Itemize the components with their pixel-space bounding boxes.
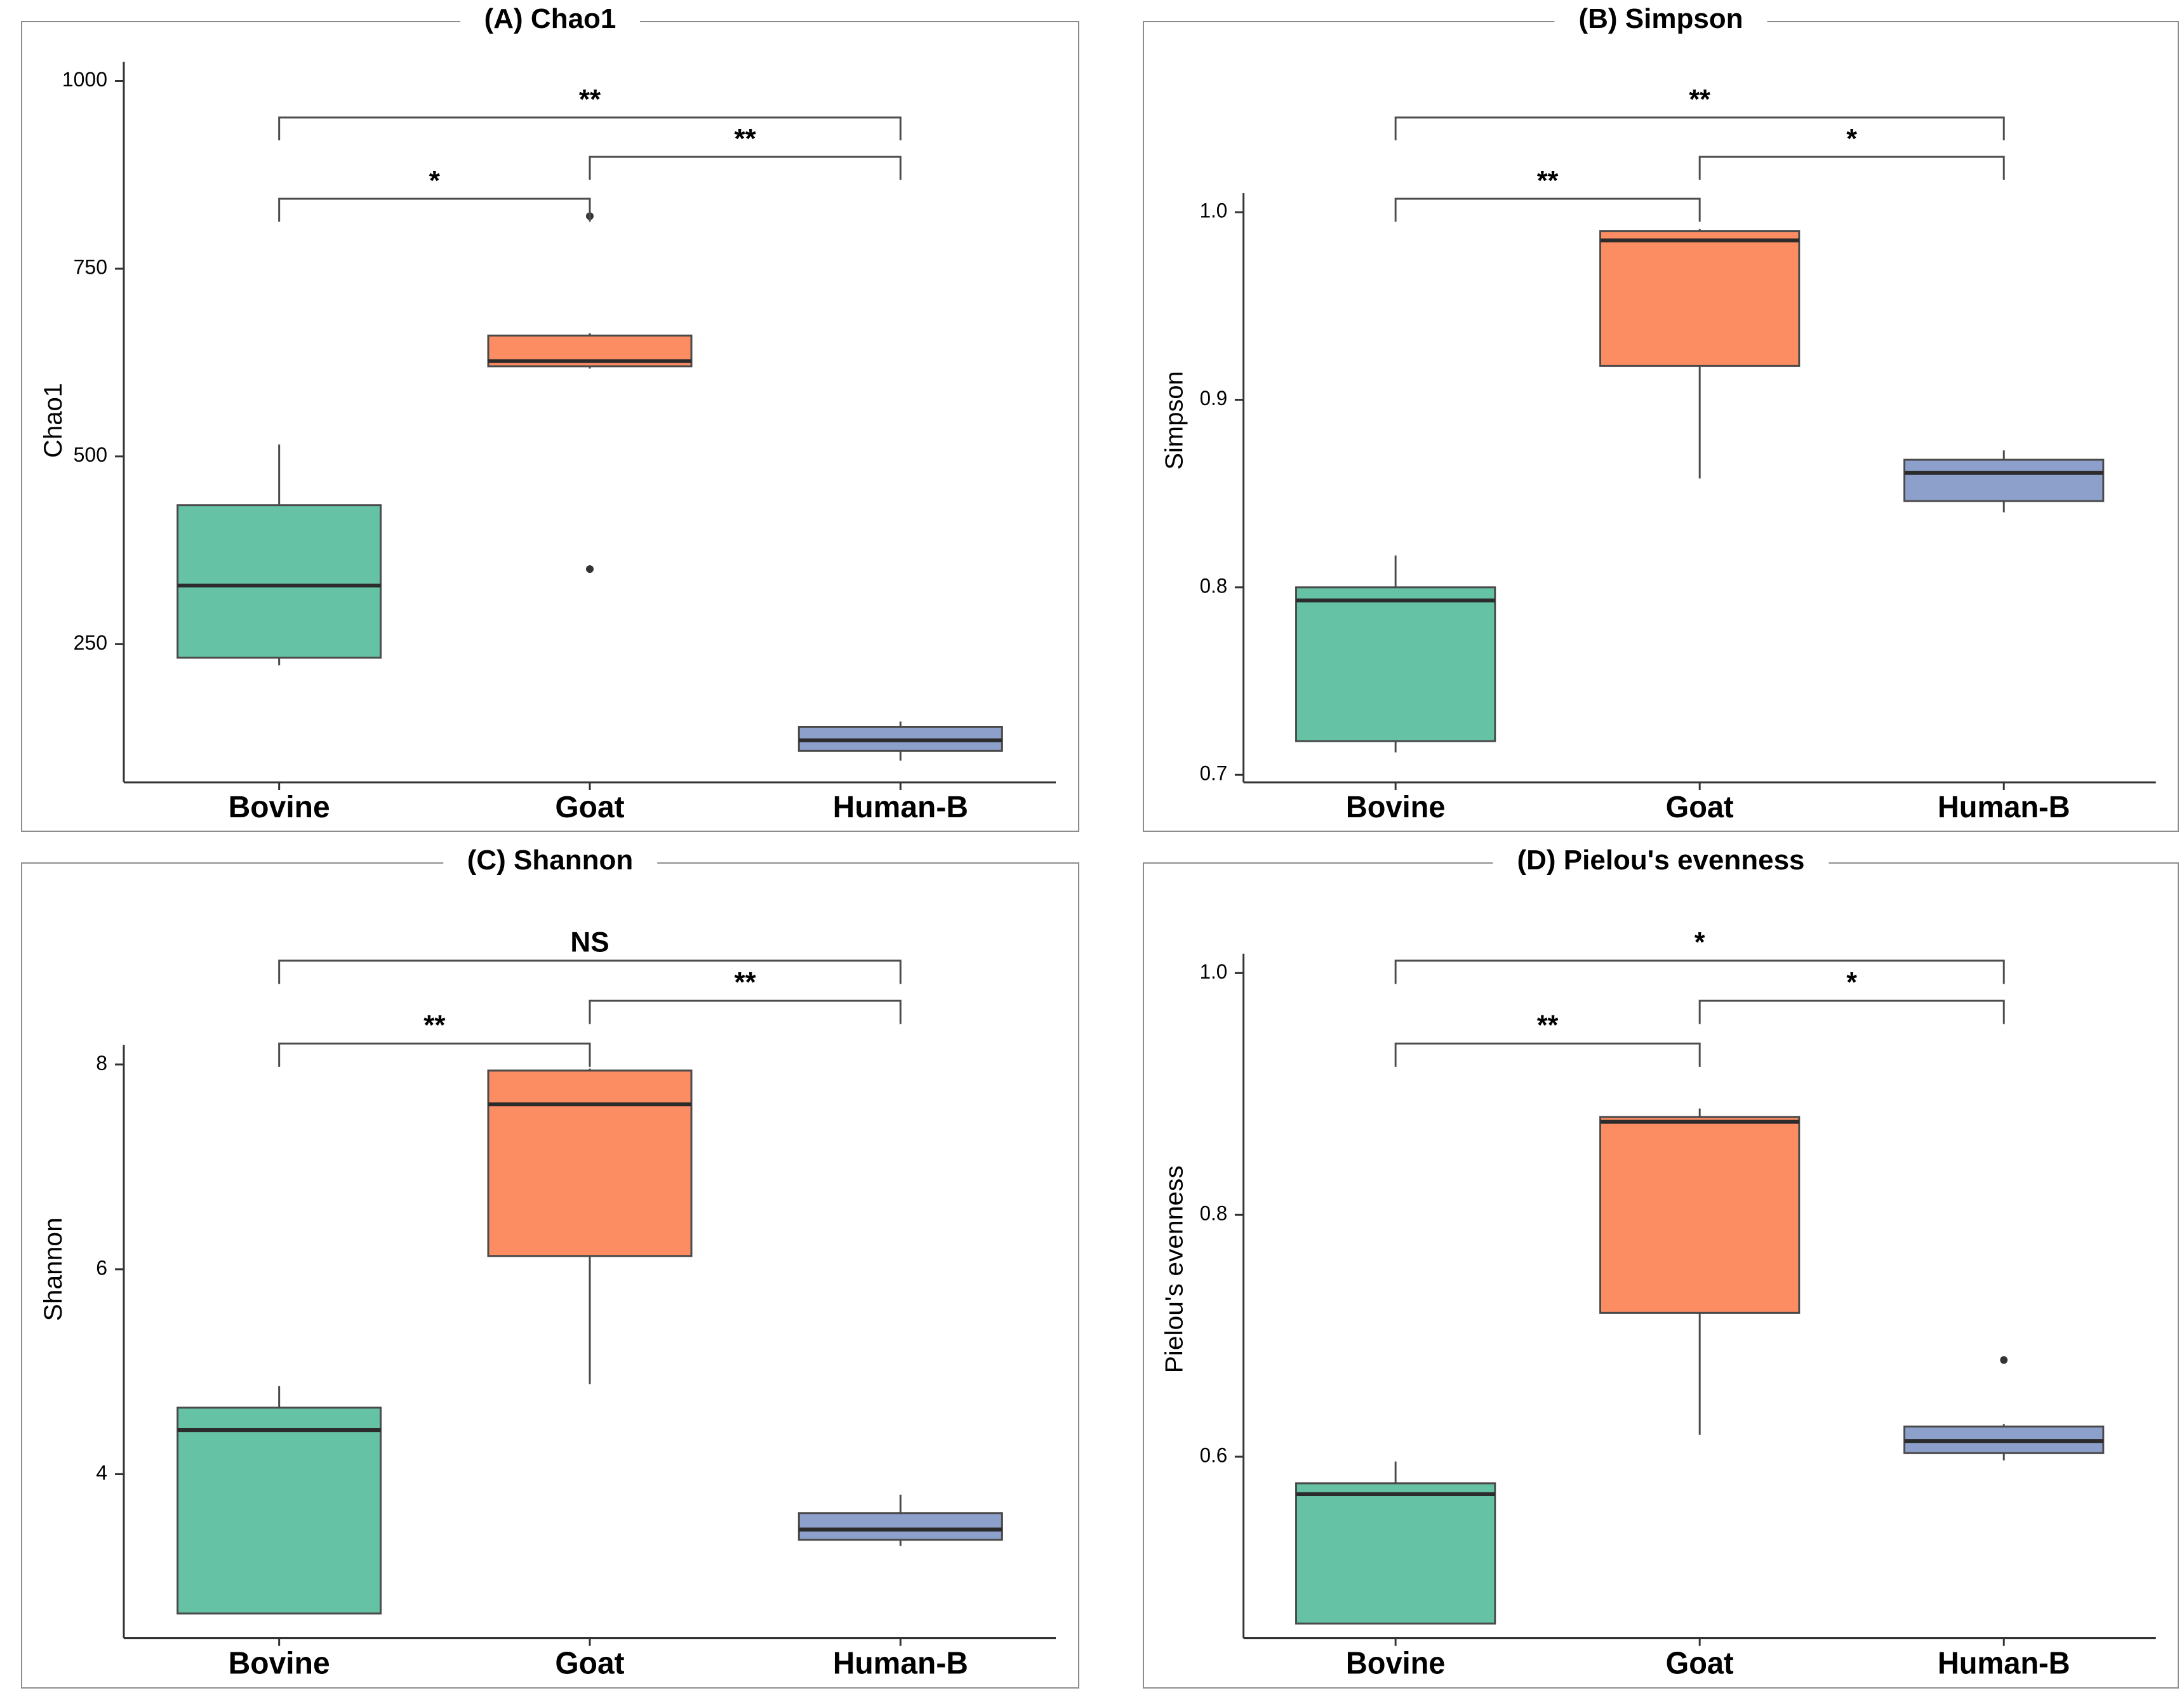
box-goat xyxy=(1599,230,1801,367)
y-axis-label: Chao1 xyxy=(39,383,67,458)
boxplot-shannon: 4 6 8 Shannon Bovine Goat Human-B NS ** ** xyxy=(38,927,1056,1681)
box-bovine xyxy=(1295,1482,1496,1625)
y-tick-label: 6 xyxy=(96,1256,107,1279)
x-category-label: Human-B xyxy=(1938,791,2070,825)
y-tick-label: 0.8 xyxy=(1200,1201,1228,1225)
y-tick-label: 4 xyxy=(96,1461,107,1484)
panel-title-pielou-evenness: (D) Pielou's evenness xyxy=(1493,845,1829,876)
outlier-dot xyxy=(586,565,594,573)
x-category-label: Human-B xyxy=(833,791,968,824)
significance-label: ** xyxy=(579,84,601,115)
y-tick-label: 750 xyxy=(74,256,107,279)
significance-label: ** xyxy=(1537,1009,1559,1041)
box-bovine xyxy=(176,1407,382,1615)
significance-label: * xyxy=(1846,967,1858,998)
significance-bracket xyxy=(589,1000,902,1024)
x-category-label: Bovine xyxy=(1346,1647,1446,1681)
significance-bracket xyxy=(278,116,902,140)
y-tick-label: 8 xyxy=(96,1052,107,1074)
y-tick-label: 500 xyxy=(74,443,107,466)
x-category-label: Bovine xyxy=(1346,791,1446,825)
panel-title-shannon: (C) Shannon xyxy=(443,845,658,876)
significance-bracket xyxy=(1394,197,1701,222)
boxplot-pielou-evenness: 0.6 0.8 1.0 Pielou's evenness Bovine Goat Huma… xyxy=(1161,927,2156,1681)
significance-label: ** xyxy=(735,123,757,154)
significance-bracket xyxy=(589,156,902,180)
x-category-label: Human-B xyxy=(1938,1647,2070,1681)
significance-bracket xyxy=(1394,1042,1701,1067)
significance-label: ** xyxy=(423,1010,446,1041)
significance-label: ** xyxy=(735,967,757,998)
y-tick-label: 1000 xyxy=(62,68,107,91)
panel-pielou-evenness: (D) Pielou's evenness 0.6 0.8 1.0 Pielou's … xyxy=(1143,845,2179,1689)
significance-label: NS xyxy=(570,927,609,958)
box-bovine xyxy=(1295,586,1496,742)
box-human-b xyxy=(797,1512,1003,1541)
box-goat xyxy=(1599,1116,1801,1314)
x-category-label: Goat xyxy=(1666,791,1734,825)
significance-label: * xyxy=(429,165,441,196)
y-axis-label: Shannon xyxy=(38,1217,67,1321)
y-tick-label: 0.9 xyxy=(1200,387,1228,410)
panel-shannon: (C) Shannon 4 6 8 Shannon Bovine Goat Human-B N… xyxy=(21,845,1079,1689)
panel-simpson: (B) Simpson 0.7 0.8 0.9 1.0 Simpson Bovine Goa… xyxy=(1143,3,2179,832)
x-category-label: Goat xyxy=(555,791,624,824)
y-axis-label: Simpson xyxy=(1161,371,1189,470)
x-category-label: Goat xyxy=(1666,1647,1734,1681)
y-tick-label: 0.8 xyxy=(1200,574,1228,597)
x-category-label: Goat xyxy=(555,1646,624,1681)
y-tick-label: 250 xyxy=(74,631,107,654)
x-category-label: Bovine xyxy=(229,1646,330,1681)
box-bovine xyxy=(176,504,382,659)
y-tick-label: 0.7 xyxy=(1200,761,1228,784)
box-human-b xyxy=(1903,458,2105,502)
significance-bracket xyxy=(1698,1000,2005,1024)
y-tick-label: 1.0 xyxy=(1200,960,1228,983)
y-axis-label: Pielou's evenness xyxy=(1161,1165,1188,1373)
box-goat xyxy=(487,1069,693,1257)
panel-chao1: (A) Chao1 250 500 750 1000 Chao1 Bovine Goat Hu… xyxy=(21,3,1079,832)
significance-label: ** xyxy=(1537,166,1559,197)
significance-bracket xyxy=(278,960,902,984)
y-tick-label: 0.6 xyxy=(1200,1443,1228,1467)
panel-title-simpson: (B) Simpson xyxy=(1554,3,1768,35)
significance-bracket xyxy=(1698,156,2005,180)
significance-label: * xyxy=(1846,124,1857,155)
significance-bracket xyxy=(278,1042,591,1067)
panel-title-chao1: (A) Chao1 xyxy=(460,3,641,35)
significance-label: ** xyxy=(1689,84,1710,116)
significance-label: * xyxy=(1695,927,1706,958)
y-tick-label: 1.0 xyxy=(1200,199,1228,222)
significance-bracket xyxy=(1394,960,2005,984)
significance-bracket xyxy=(1394,116,2005,140)
x-category-label: Bovine xyxy=(229,791,330,824)
outlier-dot xyxy=(2000,1356,2008,1364)
significance-bracket xyxy=(278,197,591,222)
x-category-label: Human-B xyxy=(833,1646,968,1681)
